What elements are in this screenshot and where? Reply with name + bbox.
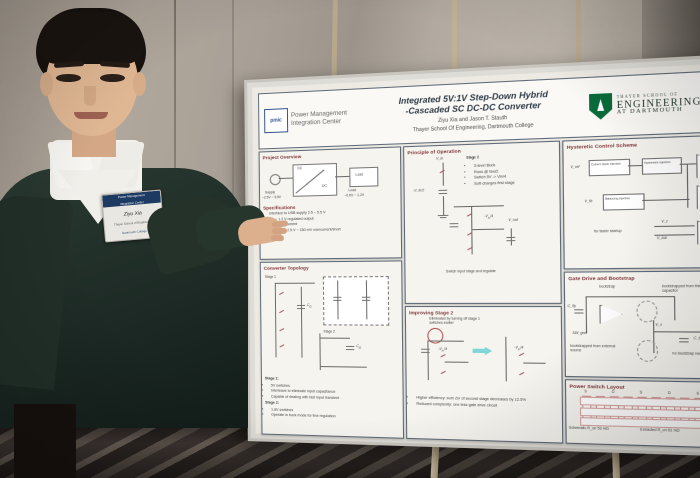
poster-col-4: Expected Performance Simulated Efficienc… <box>244 54 700 450</box>
name-badge: Power Management Integration Center Ziyu… <box>101 189 165 243</box>
badge-affiliation: Thayer School of Engineering <box>113 219 154 227</box>
badge-footer: Dartmouth College <box>121 228 148 236</box>
easel-upright-right <box>576 0 581 72</box>
ear-right <box>133 72 146 96</box>
hair-fringe <box>38 12 144 64</box>
trousers <box>14 404 76 478</box>
easel-upright-mid <box>452 0 457 80</box>
mouth <box>74 112 108 119</box>
presenter: Power Management Integration Center Ziyu… <box>0 0 250 478</box>
badge-name: Ziyu Xia <box>123 210 143 218</box>
badge-header: Power Management Integration Center <box>102 190 161 208</box>
eye-right <box>100 74 125 82</box>
ear-left <box>40 72 53 96</box>
eye-left <box>56 74 81 82</box>
nose <box>84 86 96 106</box>
